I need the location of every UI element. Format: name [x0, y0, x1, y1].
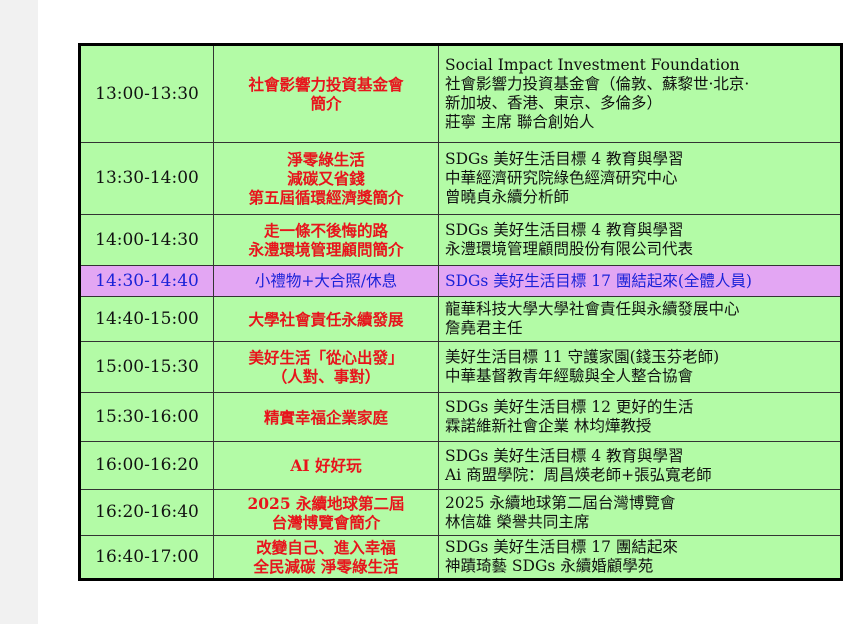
agenda-row: 14:40-15:00 大學社會責任永續發展 龍華科技大學大學社會責任與永續發展中心… [79, 296, 842, 342]
detail-cell-line: 美好生活目標 11 守護家園(錢玉芬老師) [445, 348, 720, 366]
detail-cell-line: 莊寧 主席 聯合創始人 [445, 113, 595, 131]
topic-cell-line: 第五屆循環經濟獎簡介 [248, 188, 404, 207]
detail-cell: 龍華科技大學大學社會責任與永續發展中心 詹堯君主任 [438, 296, 842, 342]
time-cell: 15:30-16:00 [79, 392, 214, 442]
detail-cell-line: 曾曉貞永續分析師 [445, 188, 570, 206]
detail-cell-line: 霖諾維新社會企業 林均燁教授 [445, 417, 652, 435]
topic-cell-line: 美好生活「從心出發」 [248, 348, 404, 367]
detail-cell-line: 新加坡、香港、東京、多倫多） [445, 94, 663, 112]
topic-cell-line: 改變自己、進入幸福 [256, 538, 396, 557]
topic-cell: 小禮物+大合照/休息 [213, 265, 439, 297]
detail-cell-line: Social Impact Investment Foundation [445, 56, 740, 74]
left-margin-strip [0, 0, 38, 624]
topic-cell-line: AI 好好玩 [290, 456, 362, 475]
detail-cell-line: 詹堯君主任 [445, 319, 523, 337]
detail-cell-line: 中華基督教青年經驗與全人整合協會 [445, 367, 694, 385]
time-cell: 13:30-14:00 [79, 142, 214, 215]
detail-cell-line: 林信雄 榮譽共同主席 [445, 512, 590, 531]
topic-cell-line: 全民減碳 淨零綠生活 [253, 557, 399, 576]
time-cell: 15:00-15:30 [79, 341, 214, 393]
detail-cell: 2025 永續地球第二屆台灣博覽會 林信雄 榮譽共同主席 [438, 489, 842, 536]
time-cell: 14:40-15:00 [79, 296, 214, 342]
detail-cell: Social Impact Investment Foundation 社會影響力… [438, 44, 842, 143]
detail-cell-line: SDGs 美好生活目標 4 教育與學習 [445, 446, 684, 465]
detail-cell: SDGs 美好生活目標 4 教育與學習 中華經濟研究院綠色經濟研究中心 曾曉貞永續分… [438, 142, 842, 215]
detail-cell-line: 2025 永續地球第二屆台灣博覽會 [445, 493, 676, 512]
topic-cell-line: 2025 永續地球第二屆 [247, 493, 405, 513]
topic-cell-line: 走一條不後悔的路 [263, 221, 388, 240]
detail-cell: SDGs 美好生活目標 17 團結起來(全體人員) [438, 265, 842, 297]
topic-cell: 2025 永續地球第二屆 台灣博覽會簡介 [213, 489, 439, 536]
topic-cell: 淨零綠生活 減碳又省錢 第五屆循環經濟獎簡介 [213, 142, 439, 215]
agenda-row: 15:00-15:30 美好生活「從心出發」 （人對、事對） 美好生活目標 11 守護… [79, 341, 842, 393]
topic-cell-line: 永澧環境管理顧問簡介 [248, 240, 404, 259]
time-cell: 14:30-14:40 [79, 265, 214, 297]
topic-cell-line: 小禮物+大合照/休息 [254, 271, 398, 290]
agenda-row: 16:20-16:40 2025 永續地球第二屆 台灣博覽會簡介 2025 永續地球第… [79, 489, 842, 536]
topic-cell-line: 大學社會責任永續發展 [248, 309, 404, 329]
detail-cell-line: SDGs 美好生活目標 4 教育與學習 [445, 150, 684, 168]
detail-cell-line: 神蹟琦藝 SDGs 永續婚顧學苑 [445, 557, 654, 575]
agenda-row-break: 14:30-14:40 小禮物+大合照/休息 SDGs 美好生活目標 17 團結起來… [79, 265, 842, 297]
topic-cell-line: 減碳又省錢 [287, 169, 365, 188]
detail-cell-line: 永澧環境管理顧問股份有限公司代表 [445, 240, 694, 258]
agenda-row: 16:40-17:00 改變自己、進入幸福 全民減碳 淨零綠生活 SDGs 美好生活目… [79, 535, 842, 580]
agenda-row: 15:30-16:00 精實幸福企業家庭 SDGs 美好生活目標 12 更好的生活霖… [79, 392, 842, 442]
topic-cell: 精實幸福企業家庭 [213, 392, 439, 442]
topic-cell-line: 淨零綠生活 [287, 150, 365, 169]
topic-cell: 大學社會責任永續發展 [213, 296, 439, 342]
detail-cell-line: SDGs 美好生活目標 12 更好的生活 [445, 398, 694, 416]
topic-cell-line: （人對、事對） [271, 367, 381, 386]
agenda-table: 13:00-13:30 社會影響力投資基金會 簡介 Social Impact Inv… [78, 43, 843, 581]
detail-cell: 美好生活目標 11 守護家園(錢玉芬老師) 中華基督教青年經驗與全人整合協會 [438, 341, 842, 393]
topic-cell: 美好生活「從心出發」 （人對、事對） [213, 341, 439, 393]
time-cell: 16:00-16:20 [79, 441, 214, 490]
time-cell: 13:00-13:30 [79, 44, 214, 143]
detail-cell: SDGs 美好生活目標 4 教育與學習 Ai 商盟學院：周昌煐老師+張弘寬老師 [438, 441, 842, 490]
agenda-row: 16:00-16:20 AI 好好玩 SDGs 美好生活目標 4 教育與學習 Ai 商… [79, 441, 842, 490]
detail-cell-line: 中華經濟研究院綠色經濟研究中心 [445, 169, 678, 187]
agenda-row: 14:00-14:30 走一條不後悔的路 永澧環境管理顧問簡介 SDGs 美好生活目標… [79, 214, 842, 266]
time-cell: 16:20-16:40 [79, 489, 214, 536]
topic-cell-line: 簡介 [310, 94, 342, 113]
detail-cell-line: SDGs 美好生活目標 17 團結起來 [445, 538, 678, 556]
topic-cell: AI 好好玩 [213, 441, 439, 490]
agenda-row: 13:30-14:00 淨零綠生活 減碳又省錢 第五屆循環經濟獎簡介 SDGs 美好生活… [79, 142, 842, 215]
time-cell: 16:40-17:00 [79, 535, 214, 580]
topic-cell-line: 社會影響力投資基金會 [248, 75, 404, 94]
detail-cell: SDGs 美好生活目標 12 更好的生活 霖諾維新社會企業 林均燁教授 [438, 392, 842, 442]
topic-cell: 走一條不後悔的路 永澧環境管理顧問簡介 [213, 214, 439, 266]
detail-cell-line: SDGs 美好生活目標 17 團結起來(全體人員) [445, 271, 752, 290]
time-cell: 14:00-14:30 [79, 214, 214, 266]
topic-cell: 社會影響力投資基金會 簡介 [213, 44, 439, 143]
detail-cell-line: SDGs 美好生活目標 4 教育與學習 [445, 221, 684, 239]
topic-cell-line: 台灣博覽會簡介 [271, 512, 381, 532]
detail-cell: SDGs 美好生活目標 17 團結起來 神蹟琦藝 SDGs 永續婚顧學苑 [438, 535, 842, 580]
topic-cell: 改變自己、進入幸福 全民減碳 淨零綠生活 [213, 535, 439, 580]
detail-cell-line: Ai 商盟學院：周昌煐老師+張弘寬老師 [445, 465, 712, 484]
detail-cell-line: 龍華科技大學大學社會責任與永續發展中心 [445, 300, 740, 318]
detail-cell: SDGs 美好生活目標 4 教育與學習 永澧環境管理顧問股份有限公司代表 [438, 214, 842, 266]
topic-cell-line: 精實幸福企業家庭 [263, 407, 388, 427]
agenda-row: 13:00-13:30 社會影響力投資基金會 簡介 Social Impact Inv… [79, 44, 842, 143]
detail-cell-line: 社會影響力投資基金會（倫敦、蘇黎世·北京· [445, 75, 750, 93]
